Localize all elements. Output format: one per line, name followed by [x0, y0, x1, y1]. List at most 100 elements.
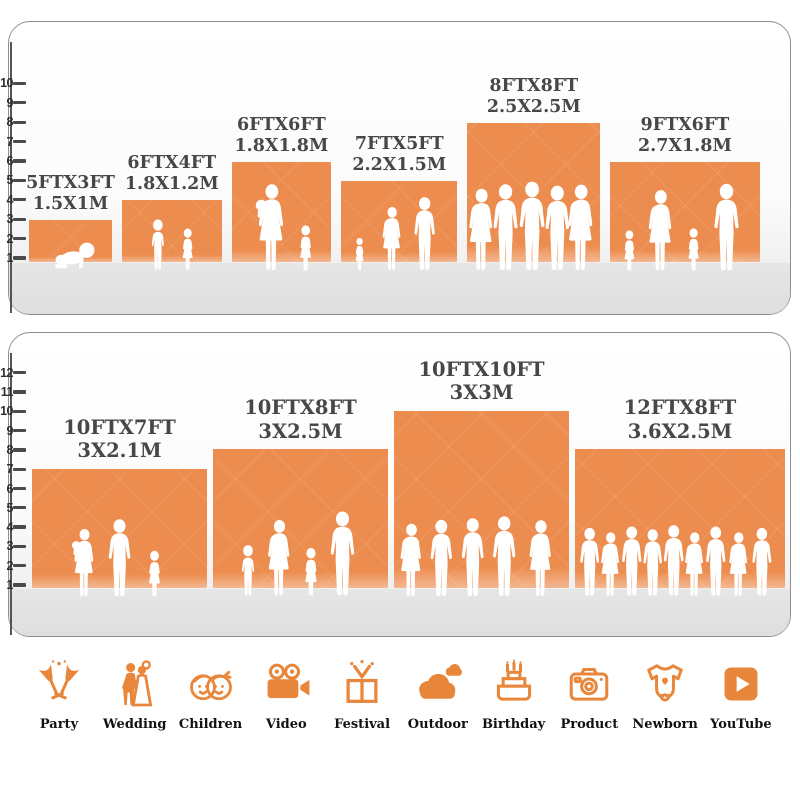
newborn-icon — [647, 664, 683, 702]
category-video: Video — [251, 658, 321, 732]
product-icon — [570, 667, 609, 701]
backdrop-size-ft: 12FTX8FT — [623, 396, 737, 420]
ruler-number: 1 — [6, 578, 14, 592]
backdrop-size-m: 3.6X2.5M — [627, 419, 733, 443]
backdrop-size-ft: 7FTX5FT — [354, 133, 444, 154]
wedding-icon — [121, 660, 153, 707]
ruler-tick — [13, 371, 26, 375]
people-silhouettes — [71, 518, 160, 597]
ruler-tick — [13, 159, 26, 163]
backdrop-size-ft: 5FTX3FT — [26, 172, 115, 193]
category-youtube: YouTube — [706, 658, 776, 732]
ruler-number: 10 — [0, 404, 13, 419]
backdrop-size-m: 1.8X1.8M — [234, 135, 329, 156]
ruler-tick — [13, 120, 26, 124]
backdrop-size-m: 3X2.5M — [258, 419, 343, 443]
people-silhouettes — [55, 242, 95, 268]
silhouette-man — [493, 516, 516, 596]
ruler-tick — [13, 525, 26, 529]
category-label: Festival — [334, 717, 391, 732]
category-outdoor: Outdoor — [403, 658, 473, 732]
silhouette-man — [663, 525, 684, 596]
silhouette-man — [493, 183, 518, 270]
festival-icon — [346, 660, 378, 703]
backdrop-label-7ftx5ft: 7FTX5FT 2.2X1.5M — [304, 134, 494, 176]
category-birthday: Birthday — [479, 658, 549, 732]
ruler-line — [10, 353, 12, 635]
people-silhouettes — [151, 219, 193, 271]
panel-floor — [9, 263, 790, 314]
silhouette-woman — [568, 184, 593, 270]
category-children: Children — [176, 658, 246, 732]
silhouette-woman — [529, 520, 551, 596]
ruler-line — [10, 42, 12, 313]
backdrop-size-m: 2.5X2.5M — [486, 96, 581, 117]
category-label: Wedding — [103, 717, 167, 732]
ruler-number: 6 — [6, 481, 14, 496]
silhouette-baby — [55, 242, 95, 268]
backdrop-label-6ftx4ft: 6FTX4FT 1.8X1.2M — [77, 153, 267, 195]
ruler-number: 5 — [6, 173, 14, 188]
backdrop-size-m: 1.5X1M — [32, 193, 109, 214]
backdrop-rect-7ftx5ft — [341, 180, 458, 262]
ruler-tick — [13, 467, 26, 471]
category-newborn: Newborn — [630, 658, 700, 732]
outdoor-icon — [418, 663, 462, 699]
silhouette-woman-baby — [255, 183, 283, 270]
backdrop-size-m: 1.8X1.2M — [124, 174, 219, 195]
backdrop-size-m: 3X3M — [449, 381, 514, 405]
silhouette-woman — [685, 532, 703, 597]
ruler-number: 7 — [6, 134, 14, 149]
category-label: Birthday — [481, 717, 546, 732]
category-wedding: Wedding — [100, 658, 170, 732]
children-icon — [189, 670, 232, 701]
silhouette-woman — [729, 532, 748, 597]
ruler-number: 7 — [6, 462, 14, 477]
silhouette-woman — [469, 188, 493, 270]
silhouette-man — [461, 518, 484, 596]
people-silhouettes — [255, 183, 311, 271]
ruler-tick — [13, 409, 26, 413]
ruler-tick — [13, 583, 26, 587]
ruler-number: 4 — [6, 520, 14, 535]
ruler-tick — [13, 564, 26, 568]
backdrop-label-10ftx8ft: 10FTX8FT 3X2.5M — [206, 396, 396, 443]
ruler-tick — [13, 448, 26, 452]
ruler-number: 12 — [0, 365, 13, 380]
ruler-tick — [13, 256, 26, 260]
category-label: Outdoor — [407, 717, 468, 732]
birthday-icon — [496, 659, 531, 701]
ruler-tick — [13, 217, 26, 221]
ruler-number: 11 — [0, 385, 14, 399]
ruler-number: 3 — [6, 212, 14, 227]
party-icon — [38, 660, 80, 700]
backdrop-rect-10ftx8ft — [213, 449, 388, 588]
ruler-number: 9 — [6, 95, 14, 110]
backdrop-size-ft: 6FTX4FT — [127, 153, 217, 174]
ruler-tick — [13, 544, 26, 549]
panel-floor — [9, 589, 790, 636]
people-silhouettes — [400, 516, 551, 596]
silhouette-woman — [648, 189, 672, 270]
backdrop-size-m: 2.7X1.8M — [637, 135, 732, 156]
ruler-number: 2 — [6, 231, 14, 246]
silhouette-man — [545, 185, 570, 270]
backdrop-rect-6ftx6ft — [231, 161, 332, 262]
silhouette-man — [430, 519, 452, 596]
silhouette-man — [108, 518, 131, 596]
backdrop-rect-9ftx6ft — [610, 161, 760, 262]
youtube-icon — [724, 667, 758, 701]
ruler-number: 4 — [6, 192, 14, 207]
silhouette-man — [714, 183, 739, 270]
silhouette-man — [520, 181, 545, 270]
backdrop-size-m: 2.2X1.5M — [352, 154, 447, 175]
ruler-number: 3 — [6, 539, 14, 554]
backdrop-size-ft: 8FTX8FT — [489, 75, 579, 96]
people-silhouettes — [469, 181, 593, 270]
backdrop-size-ft: 10FTX7FT — [63, 415, 176, 439]
silhouette-man — [752, 528, 772, 597]
backdrop-label-12ftx8ft: 12FTX8FT 3.6X2.5M — [585, 396, 775, 443]
backdrop-label-10ftx7ft: 10FTX7FT 3X2.1M — [25, 416, 215, 463]
category-label: YouTube — [710, 717, 772, 732]
